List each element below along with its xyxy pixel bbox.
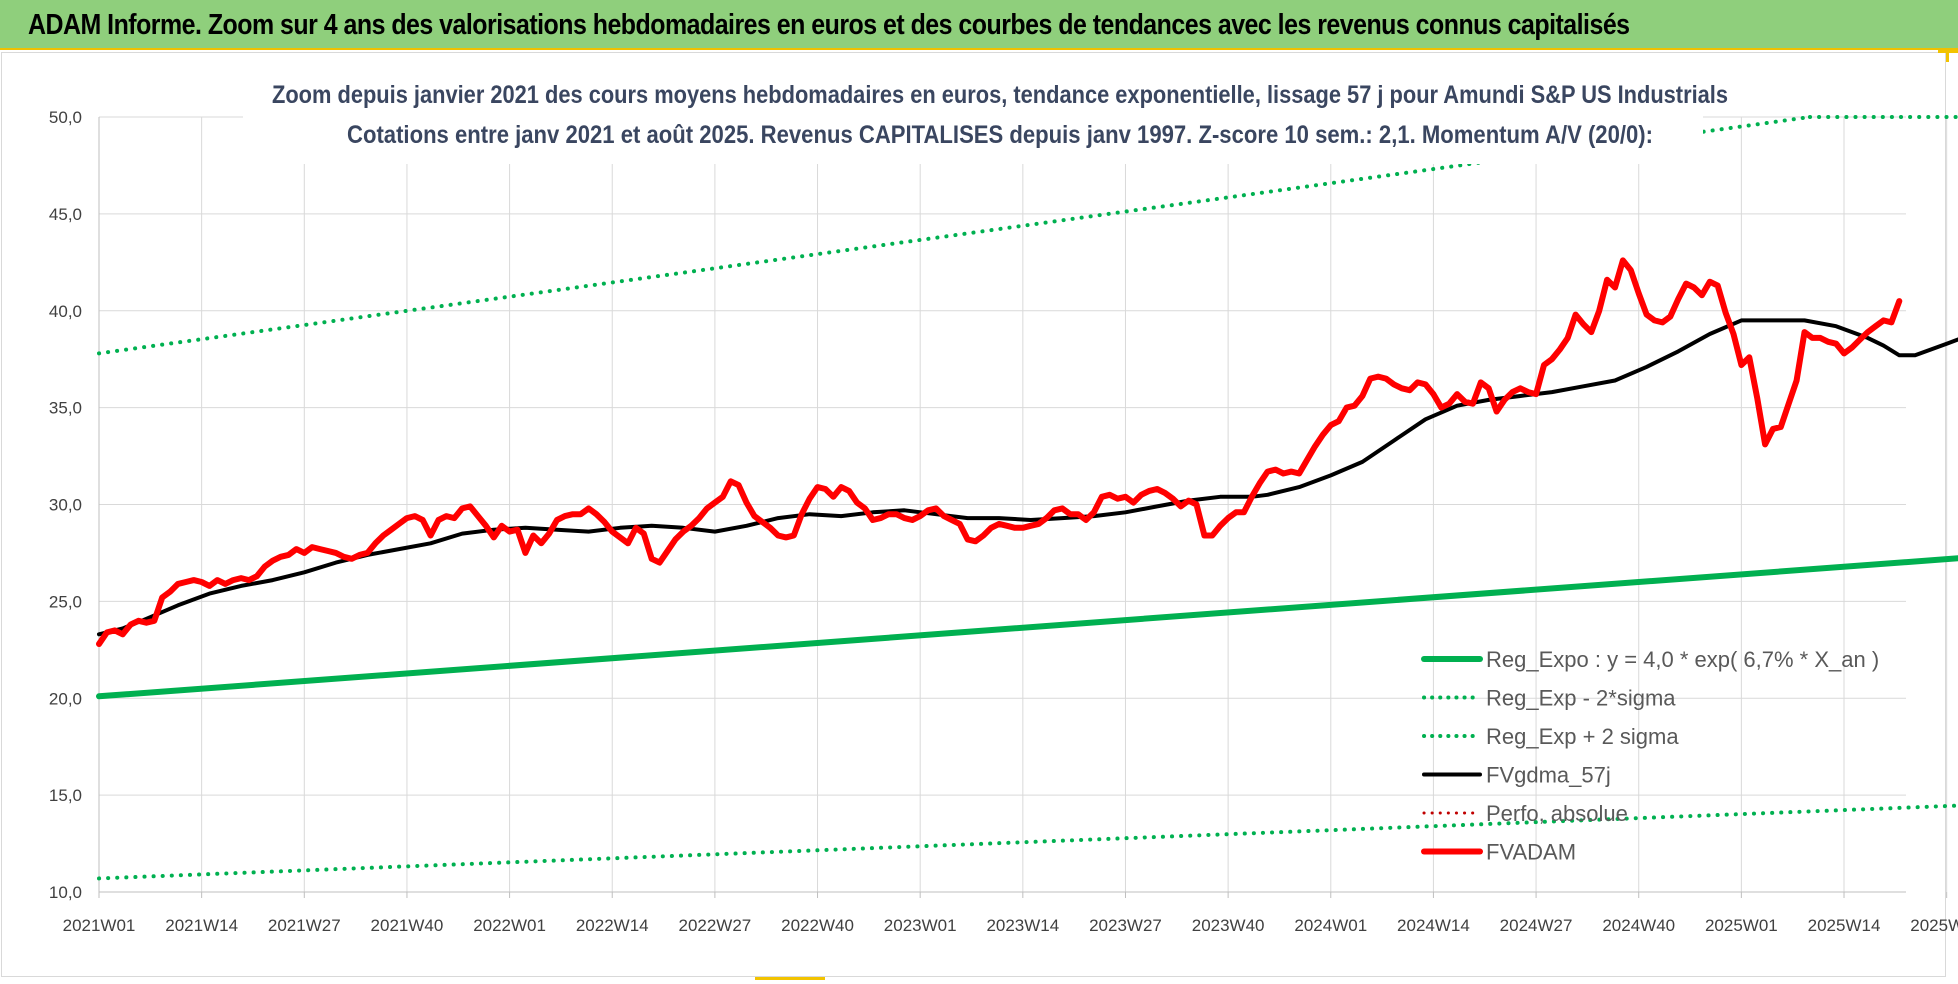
x-tick-label: 2023W01	[884, 916, 957, 935]
x-tick-label: 2021W14	[165, 916, 238, 935]
x-tick-label: 2024W01	[1294, 916, 1367, 935]
series-reg-expo-y-4-0-exp-6-7-x-an	[96, 555, 1958, 700]
series-lines	[96, 115, 1958, 881]
report-title: ADAM Informe. Zoom sur 4 ans des valoris…	[28, 9, 1630, 41]
x-axis: 2021W01 2021W14 2021W27 2021W40 2022W01 2022W…	[63, 891, 1958, 935]
series-fvgdma-57j	[97, 318, 1958, 637]
y-tick-label: 25,0	[49, 592, 82, 611]
x-tick-label: 2021W40	[371, 916, 444, 935]
x-tick-label: 2022W40	[781, 916, 854, 935]
y-tick-label: 20,0	[49, 689, 82, 708]
bottom-marker	[755, 977, 825, 980]
x-tick-label: 2022W01	[473, 916, 546, 935]
header-banner: ADAM Informe. Zoom sur 4 ans des valoris…	[0, 0, 1958, 50]
series-reg-exp-2-sigma	[97, 803, 1958, 881]
legend-label: Reg_Exp + 2 sigma	[1486, 724, 1679, 749]
x-tick-label: 2022W27	[678, 916, 751, 935]
y-tick-label: 40,0	[49, 302, 82, 321]
x-tick-label: 2024W14	[1397, 916, 1470, 935]
x-tick-label: 2021W27	[268, 916, 341, 935]
series-fvadam	[96, 257, 1903, 647]
title-backdrop	[243, 74, 1703, 164]
x-tick-label: 2023W27	[1089, 916, 1162, 935]
legend-label: Reg_Exp - 2*sigma	[1486, 686, 1676, 711]
right-edge-marker	[1946, 50, 1949, 62]
x-tick-label: 2021W01	[63, 916, 136, 935]
x-tick-label: 2025W27	[1910, 916, 1958, 935]
legend-label: Reg_Expo : y = 4,0 * exp( 6,7% * X_an )	[1486, 647, 1879, 672]
chart-frame	[1, 52, 1946, 977]
legend-label: FVADAM	[1486, 840, 1576, 865]
legend-label: Perfo, absolue	[1486, 801, 1628, 826]
legend-label: FVgdma_57j	[1486, 763, 1611, 788]
x-tick-label: 2022W14	[576, 916, 649, 935]
chart-title-line-1: Zoom depuis janvier 2021 des cours moyen…	[272, 81, 1728, 109]
x-tick-label: 2023W40	[1192, 916, 1265, 935]
chart-title-line-2: Cotations entre janv 2021 et août 2025. …	[347, 121, 1653, 149]
y-tick-label: 15,0	[49, 786, 82, 805]
x-tick-label: 2024W27	[1500, 916, 1573, 935]
x-tick-label: 2024W40	[1602, 916, 1675, 935]
x-tick-label: 2023W14	[986, 916, 1059, 935]
x-tick-label: 2025W01	[1705, 916, 1778, 935]
y-axis: 10,0 15,0 20,0 25,0 30,0 35,0 40,0 45,0 50,0	[49, 108, 100, 902]
legend: Reg_Expo : y = 4,0 * exp( 6,7% * X_an ) R…	[1421, 647, 1879, 865]
y-tick-label: 45,0	[49, 205, 82, 224]
y-tick-label: 35,0	[49, 399, 82, 418]
grid-lines	[98, 116, 1948, 893]
x-tick-label: 2025W14	[1808, 916, 1881, 935]
y-tick-label: 10,0	[49, 883, 82, 902]
y-tick-label: 50,0	[49, 108, 82, 127]
y-tick-label: 30,0	[49, 496, 82, 515]
